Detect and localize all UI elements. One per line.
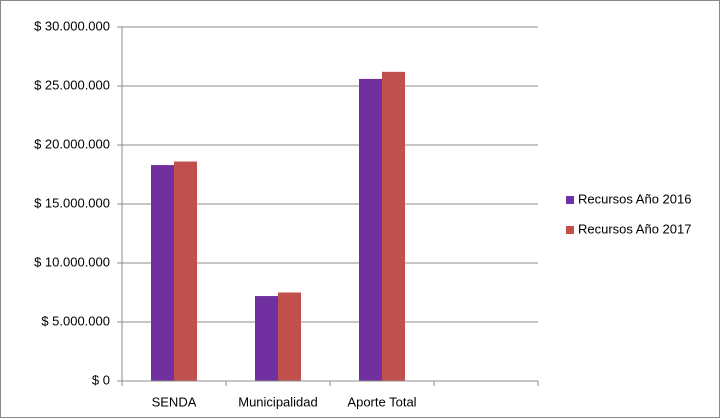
y-tick-label: $ 30.000.000 <box>34 18 110 33</box>
y-tick-label: $ 10.000.000 <box>34 254 110 269</box>
bar <box>278 292 301 381</box>
legend-label: Recursos Año 2017 <box>578 221 691 236</box>
x-tick-label: SENDA <box>152 394 197 409</box>
x-tick-label: Municipalidad <box>238 394 318 409</box>
bar <box>255 296 278 381</box>
bar <box>174 161 197 381</box>
y-tick-label: $ 0 <box>92 372 110 387</box>
bar <box>359 78 382 382</box>
bar <box>382 71 405 381</box>
y-tick-label: $ 25.000.000 <box>34 77 110 92</box>
bar <box>151 165 174 381</box>
y-tick-label: $ 15.000.000 <box>34 195 110 210</box>
y-tick-label: $ 20.000.000 <box>34 136 110 151</box>
legend-swatch <box>566 226 574 234</box>
y-tick-label: $ 5.000.000 <box>41 313 110 328</box>
x-tick-label: Aporte Total <box>347 394 416 409</box>
legend-swatch <box>566 196 574 204</box>
legend-label: Recursos Año 2016 <box>578 191 691 206</box>
